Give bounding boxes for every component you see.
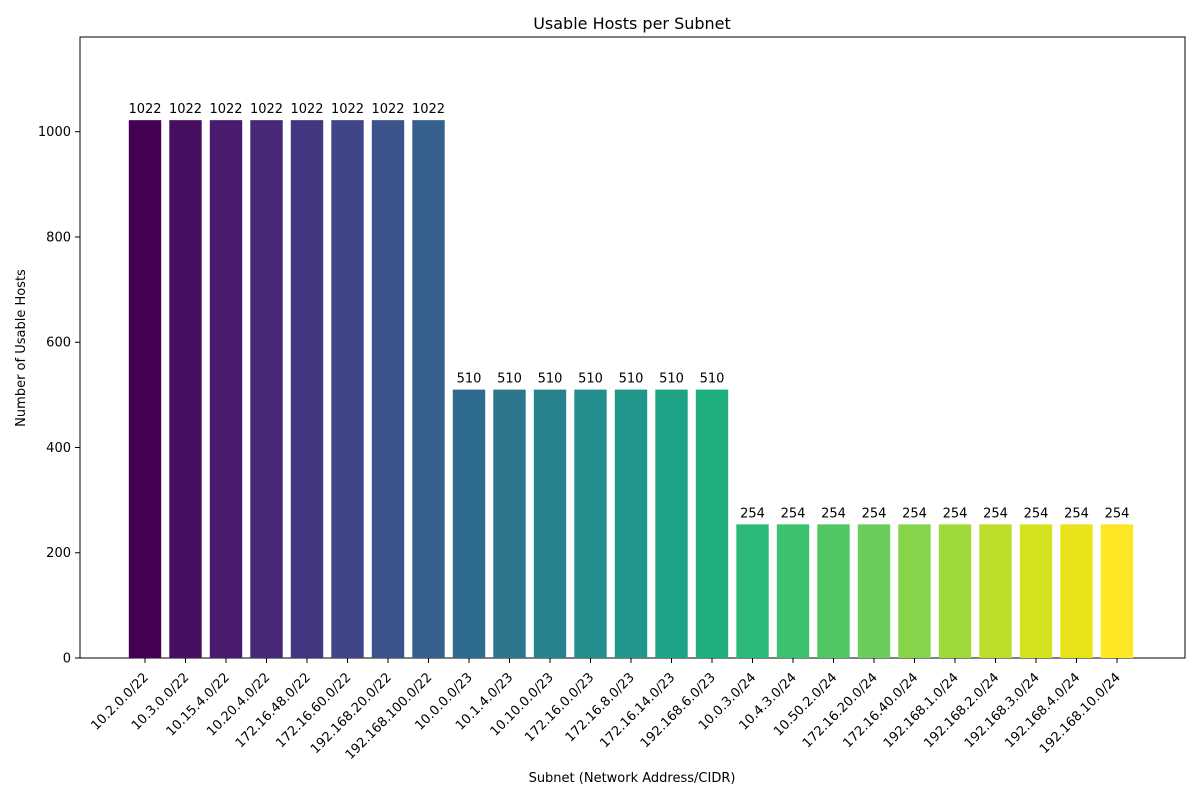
x-axis-label: Subnet (Network Address/CIDR) xyxy=(529,771,736,786)
bar xyxy=(614,389,648,658)
bar xyxy=(371,120,405,658)
data-labels-group: 1022 1022 1022 1022 1022 1022 1022 1022 510 510 51… xyxy=(128,102,1129,521)
bar xyxy=(1100,524,1134,658)
x-tick-label: 172.16.20.0/24 xyxy=(800,670,881,751)
data-label: 254 xyxy=(740,506,765,521)
data-label: 254 xyxy=(902,506,927,521)
data-label: 254 xyxy=(943,506,968,521)
bar xyxy=(776,524,810,658)
bar xyxy=(290,120,324,658)
y-axis: 0 200 400 600 800 1000 xyxy=(38,125,80,667)
x-tick-label: 172.16.60.0/22 xyxy=(273,670,354,751)
x-tick-label: 172.16.14.0/23 xyxy=(597,670,678,751)
data-label: 1022 xyxy=(250,102,283,117)
bar xyxy=(209,120,243,658)
y-tick-label: 1000 xyxy=(38,125,71,140)
bar xyxy=(493,389,526,658)
data-label: 510 xyxy=(578,372,603,387)
bar xyxy=(817,524,850,658)
x-tick-label: 172.16.40.0/24 xyxy=(840,670,921,751)
data-label: 510 xyxy=(700,372,725,387)
bars-group xyxy=(128,120,1134,658)
x-axis: 10.2.0.0/2210.3.0.0/2210.15.4.0/2210.20.… xyxy=(88,658,1124,763)
bar xyxy=(452,389,486,658)
data-label: 1022 xyxy=(209,102,242,117)
bar xyxy=(331,120,364,658)
bar xyxy=(979,524,1012,658)
x-tick-label: 192.168.1.0/24 xyxy=(881,670,962,751)
bar xyxy=(412,120,445,658)
data-label: 510 xyxy=(659,372,684,387)
chart-title: Usable Hosts per Subnet xyxy=(533,14,731,33)
bar xyxy=(250,120,283,658)
data-label: 510 xyxy=(619,372,644,387)
bar xyxy=(574,389,607,658)
y-tick-label: 800 xyxy=(46,230,71,245)
bar xyxy=(736,524,769,658)
bar xyxy=(1019,524,1053,658)
data-label: 510 xyxy=(538,372,563,387)
bar xyxy=(938,524,972,658)
data-label: 510 xyxy=(457,372,482,387)
data-label: 254 xyxy=(1064,506,1089,521)
bar xyxy=(169,120,202,658)
data-label: 254 xyxy=(1105,506,1130,521)
data-label: 1022 xyxy=(412,102,445,117)
bar xyxy=(695,389,729,658)
data-label: 254 xyxy=(781,506,806,521)
data-label: 1022 xyxy=(371,102,404,117)
data-label: 510 xyxy=(497,372,522,387)
x-tick-label: 172.16.48.0/22 xyxy=(233,670,314,751)
bar xyxy=(898,524,931,658)
bar xyxy=(857,524,891,658)
x-tick-label: 192.168.3.0/24 xyxy=(962,670,1043,751)
bar xyxy=(533,389,567,658)
bar xyxy=(655,389,688,658)
x-tick-label: 192.168.2.0/24 xyxy=(921,670,1002,751)
bar xyxy=(1060,524,1093,658)
y-tick-label: 400 xyxy=(46,441,71,456)
data-label: 1022 xyxy=(290,102,323,117)
data-label: 1022 xyxy=(128,102,161,117)
x-tick-label: 192.168.6.0/23 xyxy=(638,670,719,751)
y-tick-label: 600 xyxy=(46,336,71,351)
data-label: 1022 xyxy=(331,102,364,117)
data-label: 254 xyxy=(1024,506,1049,521)
data-label: 254 xyxy=(983,506,1008,521)
bar xyxy=(128,120,162,658)
data-label: 254 xyxy=(862,506,887,521)
x-tick-label: 192.168.4.0/24 xyxy=(1002,670,1083,751)
y-tick-label: 0 xyxy=(63,652,71,667)
x-tick-label: 172.16.0.0/23 xyxy=(522,670,597,745)
data-label: 1022 xyxy=(169,102,202,117)
y-axis-label: Number of Usable Hosts xyxy=(14,269,29,427)
y-tick-label: 200 xyxy=(46,546,71,561)
data-label: 254 xyxy=(821,506,846,521)
x-tick-label: 172.16.8.0/23 xyxy=(563,670,638,745)
